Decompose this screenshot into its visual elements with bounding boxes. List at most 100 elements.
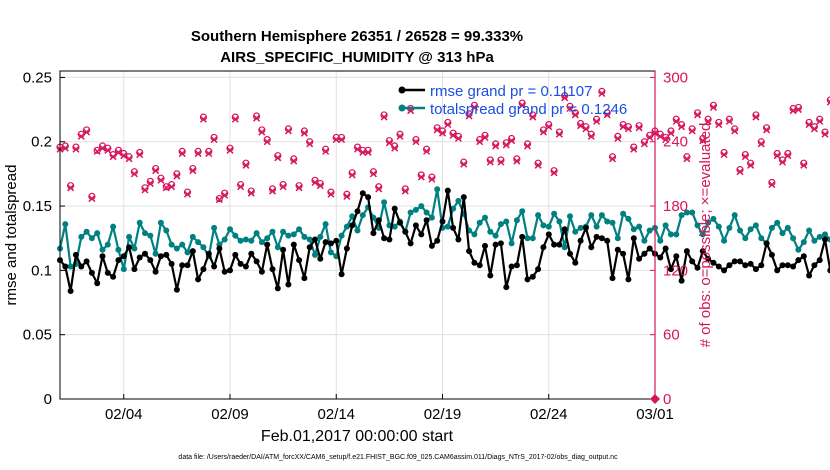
totalspread-point bbox=[418, 203, 425, 210]
rmse-point bbox=[620, 250, 627, 257]
rmse-point bbox=[577, 237, 584, 244]
obs-evaluated-point bbox=[784, 152, 792, 160]
obs-evaluated-point bbox=[513, 157, 521, 165]
totalspread-point bbox=[827, 236, 830, 243]
obs-evaluated-point bbox=[104, 146, 112, 154]
totalspread-point bbox=[168, 241, 175, 248]
rmse-point bbox=[524, 276, 531, 283]
rmse-point bbox=[227, 267, 233, 274]
obs-evaluated-point bbox=[178, 150, 186, 158]
rmse-point bbox=[173, 286, 180, 293]
obs-evaluated-point bbox=[688, 127, 696, 135]
obs-evaluated-point bbox=[300, 129, 308, 137]
obs-evaluated-point bbox=[624, 125, 632, 133]
obs-evaluated-point bbox=[539, 128, 547, 136]
totalspread-point bbox=[381, 199, 388, 206]
obs-evaluated-point bbox=[465, 112, 473, 120]
rmse-point bbox=[110, 273, 117, 280]
rmse-point bbox=[264, 241, 271, 248]
rmse-point bbox=[189, 248, 196, 255]
obs-evaluated-point bbox=[210, 136, 218, 144]
obs-evaluated-point bbox=[550, 169, 558, 177]
x-tick-label: 02/14 bbox=[317, 406, 355, 423]
rmse-point bbox=[365, 194, 372, 201]
obs-evaluated-point bbox=[577, 122, 585, 130]
rmse-point bbox=[370, 230, 377, 237]
totalspread-point bbox=[94, 230, 101, 237]
obs-evaluated-point bbox=[598, 89, 606, 98]
y-axis-label-left: rmse and totalspread bbox=[3, 165, 20, 306]
obs-evaluated-point bbox=[385, 139, 393, 147]
rmse-point bbox=[721, 267, 728, 274]
totalspread-point bbox=[545, 223, 552, 230]
rmse-point bbox=[795, 257, 802, 264]
obs-evaluated-point bbox=[470, 103, 478, 111]
obs-evaluated-point bbox=[353, 145, 362, 153]
rmse-point bbox=[662, 245, 669, 252]
obs-evaluated-series bbox=[56, 89, 830, 204]
obs-evaluated-point bbox=[683, 155, 691, 163]
totalspread-point bbox=[752, 222, 759, 229]
rmse-point bbox=[338, 271, 345, 278]
totalspread-point bbox=[779, 230, 786, 237]
obs-evaluated-point bbox=[173, 172, 181, 180]
rmse-point bbox=[471, 259, 478, 266]
obs-evaluated-point bbox=[226, 146, 234, 154]
obs-evaluated-point bbox=[157, 176, 165, 184]
totalspread-point bbox=[811, 237, 818, 244]
obs-evaluated-point bbox=[566, 104, 574, 113]
rmse-point bbox=[561, 226, 568, 233]
y-right-tick-label: 300 bbox=[663, 69, 688, 86]
rmse-point bbox=[567, 250, 573, 257]
obs-evaluated-point bbox=[417, 173, 425, 181]
totalspread-point bbox=[598, 212, 605, 219]
totalspread-point bbox=[285, 232, 292, 239]
obs-evaluated-point bbox=[715, 121, 723, 129]
rmse-point bbox=[800, 253, 807, 260]
rmse-point bbox=[742, 262, 749, 269]
obs-evaluated-point bbox=[794, 106, 802, 114]
obs-evaluated-point bbox=[571, 111, 579, 119]
obs-evaluated-point bbox=[141, 186, 149, 194]
rmse-point bbox=[216, 245, 223, 252]
obs-evaluated-point bbox=[619, 123, 627, 131]
rmse-point bbox=[503, 284, 510, 291]
rmse-point bbox=[386, 236, 393, 243]
totalspread-point bbox=[476, 219, 483, 226]
totalspread-point bbox=[163, 227, 170, 234]
y-right-tick-label: 60 bbox=[663, 327, 680, 344]
rmse-point bbox=[790, 263, 797, 270]
obs-evaluated-point bbox=[168, 183, 176, 191]
rmse-point bbox=[290, 241, 297, 248]
plot-area bbox=[56, 87, 830, 294]
axes: 02/04 02/09 02/14 02/19 02/24 03/0100.050.10.… bbox=[23, 69, 688, 423]
totalspread-point bbox=[641, 237, 648, 244]
rmse-point bbox=[322, 239, 329, 246]
rmse-point bbox=[423, 217, 430, 224]
totalspread-point bbox=[822, 231, 828, 238]
obs-evaluated-point bbox=[587, 132, 595, 140]
rmse-point bbox=[72, 251, 79, 258]
totalspread-point bbox=[173, 245, 180, 252]
rmse-point bbox=[710, 259, 717, 266]
obs-evaluated-point bbox=[343, 192, 351, 200]
totalspread-point bbox=[211, 224, 218, 231]
y-left-tick-label: 0.2 bbox=[31, 134, 52, 151]
rmse-point bbox=[497, 240, 504, 247]
totalspread-point bbox=[593, 223, 600, 230]
obs-evaluated-point bbox=[332, 136, 340, 144]
totalspread-point bbox=[482, 214, 488, 221]
totalspread-point bbox=[248, 237, 255, 244]
totalspread-point bbox=[503, 218, 510, 225]
obs-evaluated-point bbox=[258, 128, 266, 136]
totalspread-point bbox=[604, 218, 611, 225]
totalspread-point bbox=[471, 231, 478, 238]
obs-evaluated-point bbox=[608, 155, 617, 163]
rmse-point bbox=[157, 253, 164, 260]
totalspread-point bbox=[524, 235, 531, 242]
obs-evaluated-point bbox=[423, 147, 431, 155]
rmse-point bbox=[535, 266, 542, 273]
obs-evaluated-point bbox=[720, 151, 728, 159]
rmse-point bbox=[609, 275, 616, 282]
rmse-point bbox=[466, 248, 473, 255]
